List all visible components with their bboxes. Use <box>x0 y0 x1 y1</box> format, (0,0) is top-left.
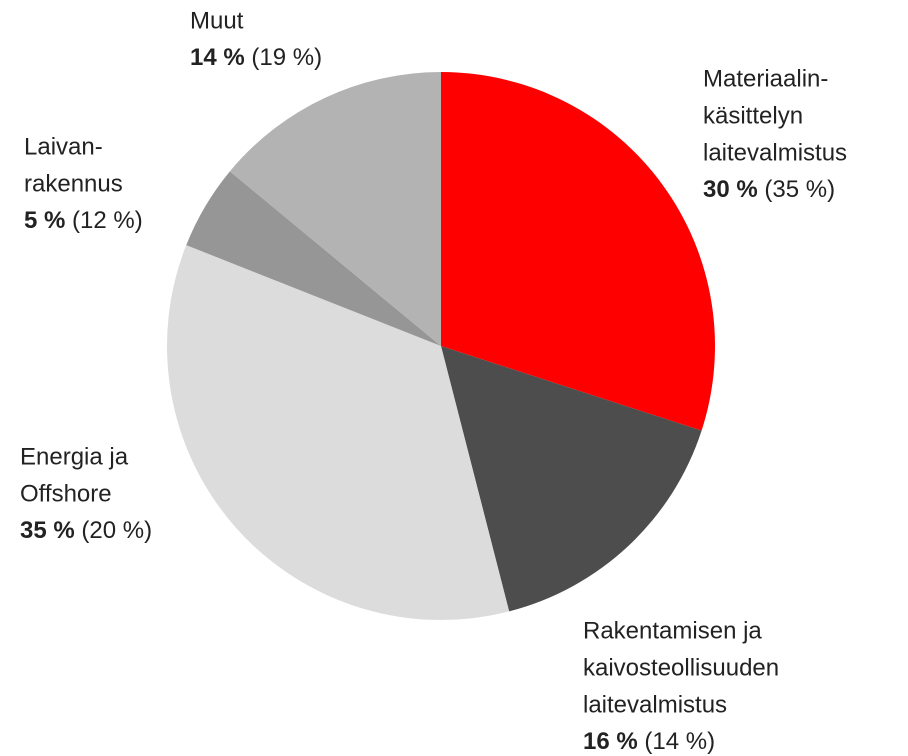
previous-value-label: (12 %) <box>72 207 143 234</box>
previous-value-label: (14 %) <box>644 728 715 755</box>
category-label: Muut <box>190 7 244 34</box>
previous-value-label: (19 %) <box>251 44 322 71</box>
previous-value-label: (35 %) <box>764 176 835 203</box>
spacer <box>245 44 252 71</box>
category-label: Offshore <box>20 480 112 507</box>
spacer <box>758 176 765 203</box>
value-label-line: 16 % (14 %) <box>583 728 715 755</box>
pie-slice <box>186 171 441 346</box>
value-label-line: 35 % (20 %) <box>20 517 152 544</box>
value-label-line: 5 % (12 %) <box>24 207 143 234</box>
category-label: rakennus <box>24 170 123 197</box>
spacer <box>75 517 82 544</box>
value-label: 16 % <box>583 728 638 755</box>
pie-slice <box>229 72 441 346</box>
category-label: käsittelyn <box>703 102 803 129</box>
value-label: 5 % <box>24 207 65 234</box>
category-label: laitevalmistus <box>583 691 727 718</box>
category-label: Rakentamisen ja <box>583 617 762 644</box>
category-label: kaivosteollisuuden <box>583 654 779 681</box>
category-label: Laivan- <box>24 133 103 160</box>
value-label: 14 % <box>190 44 245 71</box>
previous-value-label: (20 %) <box>81 517 152 544</box>
category-label: Energia ja <box>20 443 129 470</box>
spacer <box>638 728 645 755</box>
value-label: 30 % <box>703 176 758 203</box>
value-label: 35 % <box>20 517 75 544</box>
pie-slice <box>441 346 702 612</box>
value-label-line: 30 % (35 %) <box>703 176 835 203</box>
category-label: laitevalmistus <box>703 139 847 166</box>
pie-slice <box>441 72 715 431</box>
spacer <box>65 207 72 234</box>
category-label: Materiaalin- <box>703 65 828 92</box>
value-label-line: 14 % (19 %) <box>190 44 322 71</box>
pie-slice <box>166 245 510 621</box>
